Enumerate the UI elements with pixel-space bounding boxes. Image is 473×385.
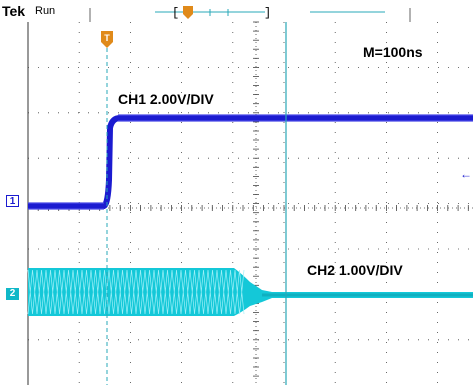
ch2-ripple-lines xyxy=(27,269,245,315)
ch2-scale-label: CH2 1.00V/DIV xyxy=(307,262,403,278)
record-window-right-bracket: ] xyxy=(264,6,271,20)
brand-label: Tek xyxy=(2,3,26,19)
ch2-ground-marker[interactable]: 2 xyxy=(6,288,19,300)
trigger-marker-glyph: T xyxy=(104,33,110,43)
ch2-ripple-pattern xyxy=(27,269,245,315)
record-timeline xyxy=(89,8,411,22)
ch2-waveform xyxy=(27,268,473,316)
trigger-position-icon xyxy=(183,6,193,19)
trigger-marker: T xyxy=(101,31,113,48)
ch2-marker-label: 2 xyxy=(9,288,16,299)
ch1-step-noise xyxy=(28,114,473,210)
ch1-marker-label: 1 xyxy=(9,196,16,207)
timebase-readout: M=100ns xyxy=(363,44,423,60)
ch1-step-trace xyxy=(28,115,473,209)
trigger-marker-shape xyxy=(101,31,113,48)
status-header: Tek Run xyxy=(0,0,473,22)
trigger-level-arrow-icon[interactable]: ← xyxy=(460,167,472,181)
ch1-scale-label: CH1 2.00V/DIV xyxy=(118,91,214,107)
acquisition-status: Run xyxy=(35,5,56,17)
ch1-waveform xyxy=(28,114,473,210)
record-window-left-bracket: [ xyxy=(172,6,179,20)
ch1-ground-marker[interactable]: 1 xyxy=(6,195,19,207)
